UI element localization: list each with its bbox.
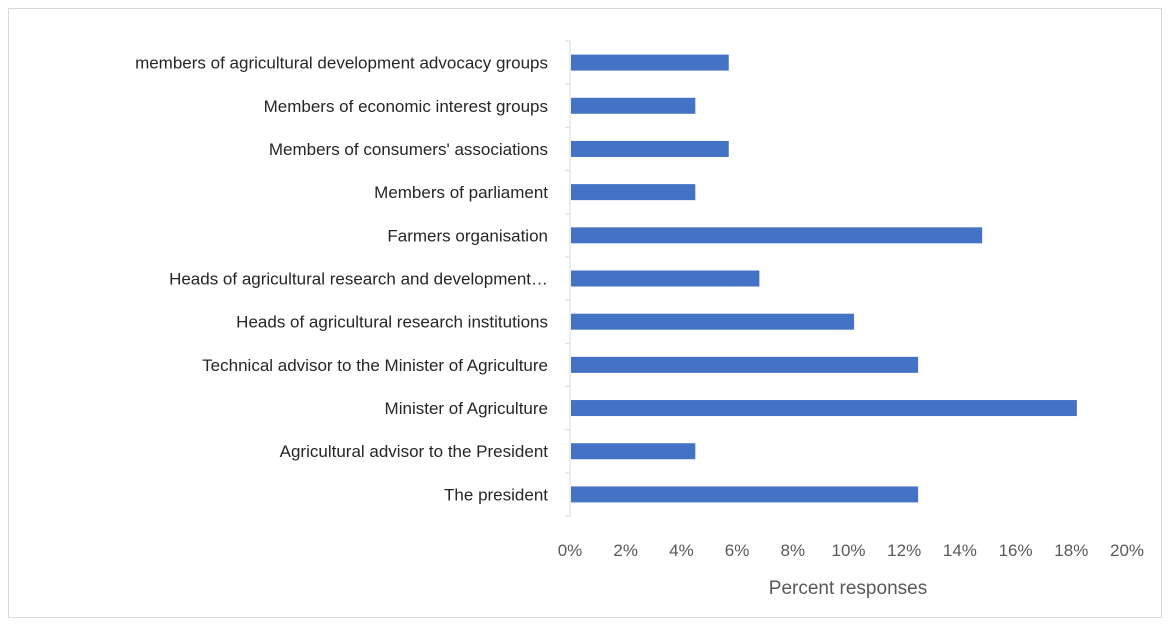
- bar: [571, 443, 696, 460]
- bar: [571, 97, 696, 114]
- x-tick-label: 10%: [831, 541, 865, 560]
- bar: [571, 54, 729, 71]
- bar: [571, 227, 983, 244]
- category-label: Heads of agricultural research and devel…: [169, 270, 548, 289]
- category-label: Agricultural advisor to the President: [280, 442, 549, 461]
- bars-layer: [571, 54, 1077, 503]
- category-label: Members of economic interest groups: [264, 97, 548, 116]
- x-axis-title: Percent responses: [769, 578, 927, 599]
- x-tick-label: 2%: [613, 541, 638, 560]
- category-labels: members of agricultural development advo…: [135, 54, 548, 505]
- category-label: The president: [444, 485, 548, 504]
- bar: [571, 184, 696, 201]
- x-tick-label: 18%: [1054, 541, 1088, 560]
- y-axis: [565, 40, 571, 517]
- x-axis-ticks: 0% 2% 4% 6% 8% 10% 12% 14% 16% 18% 20%: [558, 541, 1144, 560]
- category-label: members of agricultural development advo…: [135, 54, 548, 73]
- x-tick-label: 14%: [943, 541, 977, 560]
- category-label: Members of parliament: [374, 183, 548, 202]
- x-tick-label: 12%: [887, 541, 921, 560]
- category-label: Technical advisor to the Minister of Agr…: [202, 356, 548, 375]
- category-label: Members of consumers' associations: [269, 140, 548, 159]
- x-tick-label: 8%: [781, 541, 806, 560]
- x-tick-label: 20%: [1110, 541, 1144, 560]
- x-tick-label: 4%: [669, 541, 694, 560]
- bar: [571, 400, 1077, 417]
- x-tick-label: 16%: [999, 541, 1033, 560]
- bar: [571, 140, 729, 157]
- bar: [571, 486, 919, 503]
- x-tick-label: 0%: [558, 541, 583, 560]
- bar: [571, 356, 919, 373]
- category-label: Farmers organisation: [387, 226, 548, 245]
- bar: [571, 270, 760, 287]
- category-label: Heads of agricultural research instituti…: [236, 313, 548, 332]
- x-tick-label: 6%: [725, 541, 750, 560]
- category-label: Minister of Agriculture: [385, 399, 548, 418]
- bar: [571, 313, 855, 330]
